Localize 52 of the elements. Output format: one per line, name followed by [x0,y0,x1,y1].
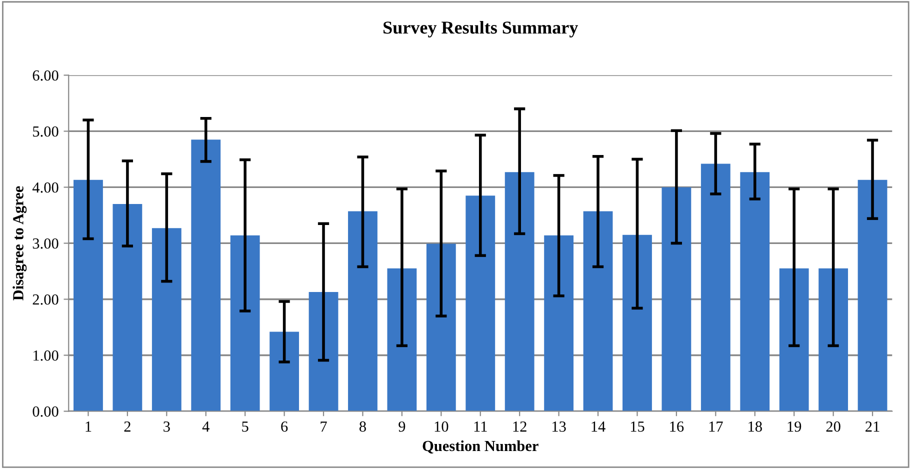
bar [426,244,456,412]
bar [152,228,182,412]
bar [622,234,652,412]
bar [858,180,888,412]
x-tick-label: 13 [552,421,566,432]
bar [818,268,848,412]
x-tick-label: 8 [359,421,366,432]
y-tick-label: 6.00 [32,70,58,81]
bar [662,187,692,412]
bar [112,204,142,412]
y-axis-title: Disagree to Agree [12,186,27,300]
x-tick-label: 17 [709,421,723,432]
x-tick-label: 15 [630,421,644,432]
x-tick-label: 2 [124,421,130,432]
x-axis-title: Question Number [422,440,538,454]
y-tick-label: 5.00 [33,126,58,137]
bar [504,172,534,412]
bar [387,268,417,412]
x-tick-label: 11 [474,421,487,432]
x-tick-label: 20 [826,421,840,432]
x-tick-label: 14 [592,421,606,432]
bar [700,164,730,412]
y-tick-label: 1.00 [34,350,58,361]
chart-title: Survey Results Summary [384,21,578,38]
bar [466,196,496,412]
bar [230,235,260,412]
bar [583,211,613,412]
y-tick-label: 4.00 [32,182,58,193]
bar [740,172,770,412]
bar [308,292,338,412]
x-tick-label: 16 [670,421,684,432]
bar [270,332,300,412]
y-tick-label: 0.00 [32,406,58,417]
x-tick-label: 21 [866,421,880,432]
x-tick-label: 6 [281,421,288,432]
x-tick-label: 7 [320,422,327,432]
x-tick-label: 3 [164,421,170,432]
x-tick-label: 4 [202,422,210,432]
bar [191,140,221,412]
x-tick-label: 9 [398,421,406,432]
bar [544,235,574,412]
bar [779,268,809,412]
x-tick-label: 19 [788,421,802,432]
bar [348,211,378,412]
y-tick-label: 3.00 [32,238,58,249]
y-tick-label: 2.00 [32,294,58,305]
x-tick-label: 12 [513,421,526,432]
x-tick-label: 10 [434,421,448,432]
x-tick-label: 5 [242,422,248,432]
bar [74,180,103,412]
x-tick-label: 1 [86,421,92,432]
x-tick-label: 18 [748,421,762,432]
